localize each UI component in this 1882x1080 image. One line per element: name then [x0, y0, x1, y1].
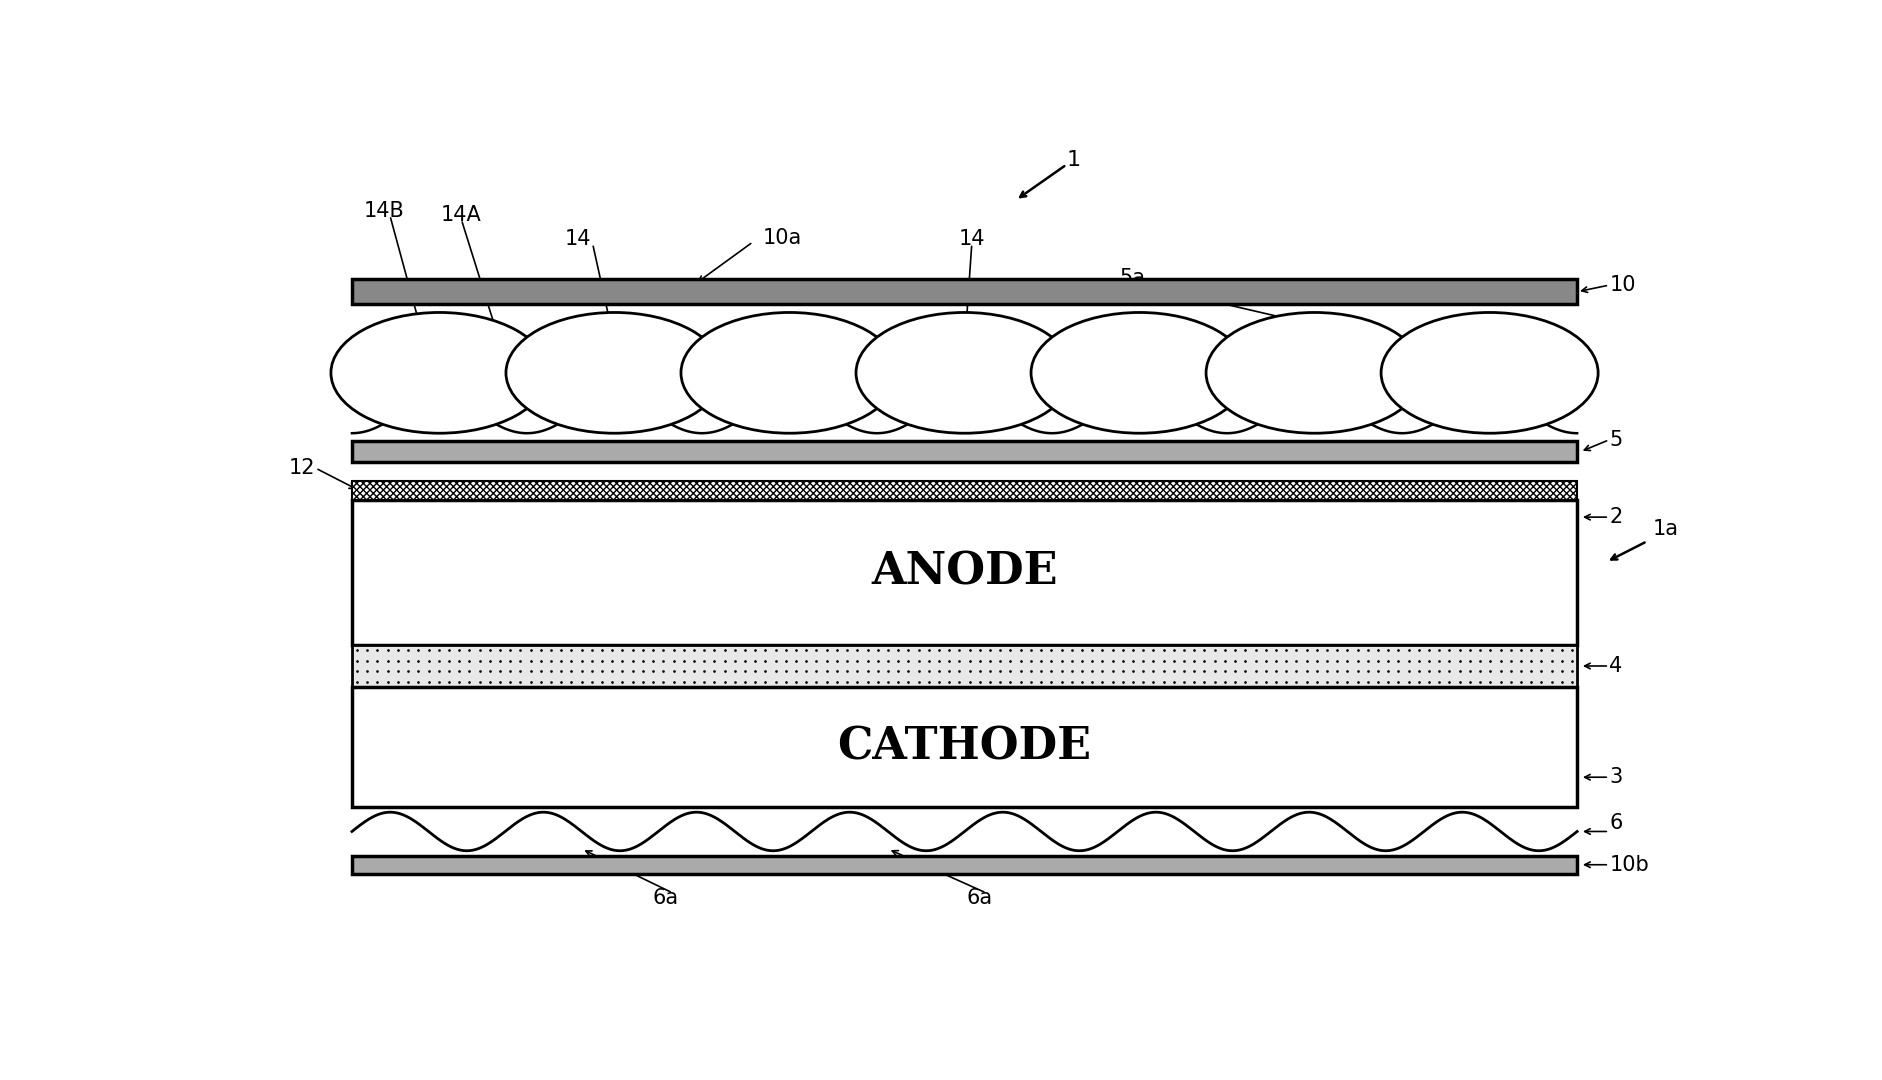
- Bar: [352, 855, 1577, 874]
- Ellipse shape: [1206, 312, 1423, 433]
- Text: 3: 3: [1609, 767, 1622, 787]
- Bar: [352, 687, 1577, 808]
- Text: ANODE: ANODE: [871, 551, 1058, 594]
- Ellipse shape: [331, 312, 548, 433]
- Text: 1a: 1a: [1652, 518, 1679, 539]
- Bar: [352, 645, 1577, 687]
- Ellipse shape: [856, 312, 1073, 433]
- Text: 10a: 10a: [762, 228, 802, 247]
- Text: 14A: 14A: [440, 205, 482, 226]
- Text: 5a: 5a: [1120, 268, 1146, 287]
- Text: 12: 12: [290, 458, 316, 478]
- Text: CATHODE: CATHODE: [837, 726, 1092, 769]
- Text: 2: 2: [1609, 508, 1622, 527]
- Text: 6: 6: [1609, 813, 1622, 833]
- Bar: [352, 280, 1577, 305]
- Text: 14: 14: [958, 229, 984, 249]
- Bar: [352, 500, 1577, 645]
- Text: 4: 4: [1609, 656, 1622, 676]
- Ellipse shape: [681, 312, 898, 433]
- Bar: [352, 482, 1577, 500]
- Text: 6a: 6a: [965, 888, 992, 908]
- Bar: [352, 442, 1577, 462]
- Text: 14: 14: [565, 229, 591, 249]
- Ellipse shape: [506, 312, 723, 433]
- Ellipse shape: [1381, 312, 1598, 433]
- Text: 14B: 14B: [363, 201, 405, 221]
- Text: 6a: 6a: [653, 888, 679, 908]
- Text: 5: 5: [1609, 430, 1622, 449]
- Text: 10: 10: [1609, 275, 1635, 295]
- Ellipse shape: [1031, 312, 1248, 433]
- Text: 1: 1: [1067, 150, 1080, 171]
- Text: 10b: 10b: [1609, 854, 1649, 875]
